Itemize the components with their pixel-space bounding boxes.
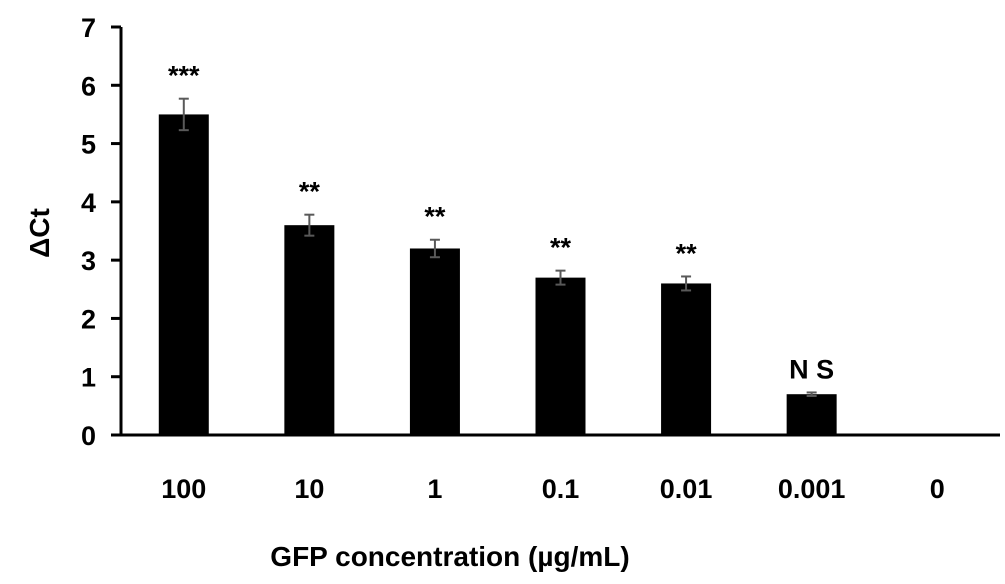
error-bar-100 (178, 97, 189, 132)
annotation-0.001: N S (789, 354, 834, 384)
y-tick-4: 4 (81, 188, 96, 218)
y-tick-0: 0 (81, 421, 96, 451)
bar-0.001 (786, 394, 837, 435)
x-tick-1: 1 (427, 474, 442, 504)
x-tick-100: 100 (161, 474, 206, 504)
bar-10 (284, 225, 335, 435)
y-tick-6: 6 (81, 71, 96, 101)
significance-annotations: ********* **N S (168, 61, 834, 385)
bars-layer (158, 114, 837, 435)
error-bar-0.01 (681, 275, 692, 292)
bar-0.1 (535, 277, 586, 435)
error-bar-0.1 (555, 269, 566, 286)
annotation-0.1: ** (550, 233, 572, 263)
x-tick-0.01: 0.01 (660, 474, 713, 504)
error-bar-10 (304, 213, 315, 237)
x-tick-0.001: 0.001 (778, 474, 846, 504)
y-axis-title: ΔCt (24, 208, 55, 258)
y-tick-7: 7 (81, 13, 96, 43)
bar-100 (158, 114, 209, 435)
x-tick-0.1: 0.1 (542, 474, 580, 504)
y-tick-5: 5 (81, 130, 96, 160)
bar-1 (409, 248, 460, 435)
y-tick-3: 3 (81, 246, 96, 276)
axes-layer (111, 25, 1000, 437)
bar-0.01 (661, 283, 712, 435)
error-bar-0.001 (806, 391, 817, 397)
error-bar-1 (429, 238, 440, 259)
error-bars-layer (178, 97, 817, 397)
annotation-100: *** (168, 61, 200, 91)
x-tick-0: 0 (930, 474, 945, 504)
x-tick-10: 10 (294, 474, 324, 504)
x-tick-labels: 100 10 1 0.1 0.01 0.001 0 (161, 474, 944, 504)
annotation-0.01: ** (676, 238, 698, 268)
annotation-1: ** (424, 202, 446, 232)
y-tick-labels: 0 1 2 3 4 5 6 7 (81, 13, 96, 451)
annotation-10: ** (299, 177, 321, 207)
y-tick-2: 2 (81, 304, 96, 334)
y-tick-1: 1 (81, 363, 96, 393)
x-axis-title: GFP concentration (µg/mL) (270, 541, 629, 572)
